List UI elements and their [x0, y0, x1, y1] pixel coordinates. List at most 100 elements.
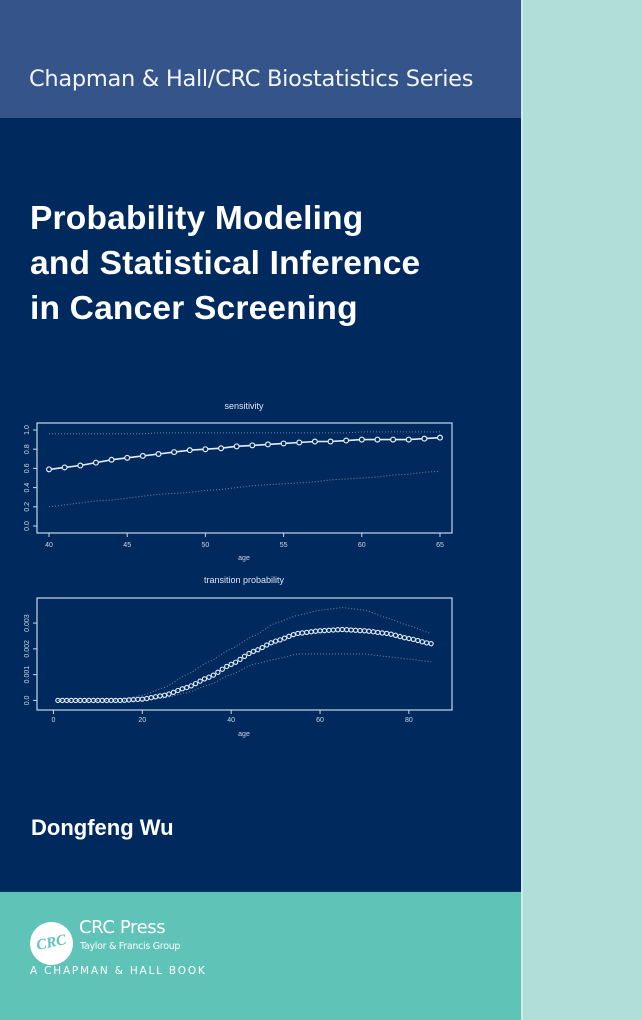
data-point	[290, 631, 297, 638]
publisher-name: CRC Press	[79, 917, 166, 938]
data-point	[210, 672, 217, 678]
x-tick-label: 65	[436, 542, 444, 549]
data-point	[206, 674, 212, 680]
data-point	[264, 642, 270, 648]
data-point	[237, 656, 243, 663]
author-name: Dongfeng Wu	[31, 815, 174, 840]
data-point	[246, 650, 252, 657]
data-point	[68, 697, 74, 704]
data-point	[45, 466, 52, 473]
data-point	[219, 666, 225, 672]
publisher-group: Taylor & Francis Group	[80, 941, 181, 952]
data-point	[232, 659, 239, 665]
data-point	[388, 631, 394, 637]
data-point	[379, 630, 385, 636]
data-point	[171, 449, 178, 456]
title-line-1: Probability Modeling	[30, 200, 364, 237]
data-point	[392, 632, 399, 638]
data-point	[218, 445, 225, 452]
plot-title: transition probability	[204, 575, 285, 585]
data-point	[397, 633, 403, 640]
y-tick-label: 0.8	[24, 444, 31, 454]
publisher-band	[0, 892, 521, 1020]
data-point	[326, 627, 332, 633]
book-cover-front: Chapman & Hall/CRC Biostatistics Series …	[0, 0, 521, 1020]
data-point	[419, 639, 425, 645]
data-point	[428, 641, 434, 647]
x-axis-label: age	[238, 731, 250, 738]
data-point	[264, 441, 271, 448]
data-point	[259, 644, 265, 651]
x-tick-label: 40	[45, 542, 53, 549]
data-point	[348, 627, 354, 633]
data-point	[327, 438, 334, 445]
x-tick-label: 80	[405, 717, 413, 724]
data-point	[179, 686, 185, 692]
data-point	[192, 680, 199, 687]
data-point	[295, 630, 301, 637]
data-point	[330, 627, 337, 633]
plot-title: sensitivity	[224, 401, 264, 411]
data-point	[390, 436, 397, 443]
cover-body	[0, 118, 521, 892]
book-title: Probability Modeling and Statistical Inf…	[30, 196, 420, 331]
y-tick-label: 0.4	[24, 483, 31, 493]
data-point	[437, 434, 444, 441]
data-point	[352, 627, 359, 633]
data-point	[304, 629, 310, 636]
data-point	[215, 669, 221, 675]
data-point	[255, 647, 261, 653]
data-point	[77, 697, 83, 704]
sensitivity-plot: sensitivity 40 45 50 55 60 65 0.0 0.2 0.4 0.6 0.8 1.…	[0, 392, 521, 567]
data-point	[155, 450, 162, 457]
data-point	[86, 697, 92, 704]
data-point	[64, 697, 70, 704]
publisher-imprint: A CHAPMAN & HALL BOOK	[30, 965, 207, 977]
plot-frame	[36, 422, 453, 534]
x-tick-label: 20	[138, 717, 146, 724]
data-point	[228, 661, 234, 667]
book-spine	[521, 0, 642, 1020]
y-tick-label: 0.0	[24, 521, 31, 531]
y-tick-label: 1.0	[24, 425, 31, 435]
y-tick-label: 0.6	[24, 463, 31, 473]
data-point	[202, 446, 209, 453]
data-point	[343, 437, 350, 444]
data-point	[375, 629, 381, 636]
data-point	[61, 464, 68, 471]
data-point	[321, 627, 328, 634]
data-point	[406, 635, 412, 642]
data-point	[317, 628, 323, 634]
data-point	[344, 627, 350, 633]
data-point	[312, 628, 319, 634]
transition-probability-plot: transition probability 0 20 40 60 80 0.0 0.001 0…	[0, 567, 521, 747]
data-point	[170, 689, 177, 695]
confidence-bound-line	[57, 607, 432, 701]
data-point	[424, 640, 430, 646]
x-tick-label: 50	[202, 542, 210, 549]
data-point	[366, 628, 372, 634]
data-point	[358, 436, 365, 443]
data-point	[166, 691, 172, 697]
data-point	[130, 696, 137, 703]
data-point	[188, 683, 194, 689]
data-point	[421, 435, 428, 442]
confidence-bound-line	[48, 470, 441, 508]
title-line-3: in Cancer Screening	[30, 290, 358, 327]
crc-logo-text: CRC	[35, 932, 68, 954]
data-point	[90, 697, 97, 704]
data-point	[415, 637, 421, 644]
x-tick-label: 40	[227, 717, 235, 724]
data-point	[268, 640, 274, 646]
data-point	[374, 436, 381, 443]
data-point	[308, 629, 314, 635]
y-tick-label: 0.002	[24, 640, 31, 658]
data-point	[281, 635, 288, 641]
data-point	[92, 459, 99, 466]
title-line-2: and Statistical Inference	[30, 245, 421, 282]
x-tick-label: 0	[51, 717, 55, 724]
y-tick-label: 0.003	[24, 614, 31, 632]
data-point	[108, 456, 115, 463]
data-point	[361, 628, 368, 634]
series-band: Chapman & Hall/CRC Biostatistics Series	[0, 0, 521, 118]
